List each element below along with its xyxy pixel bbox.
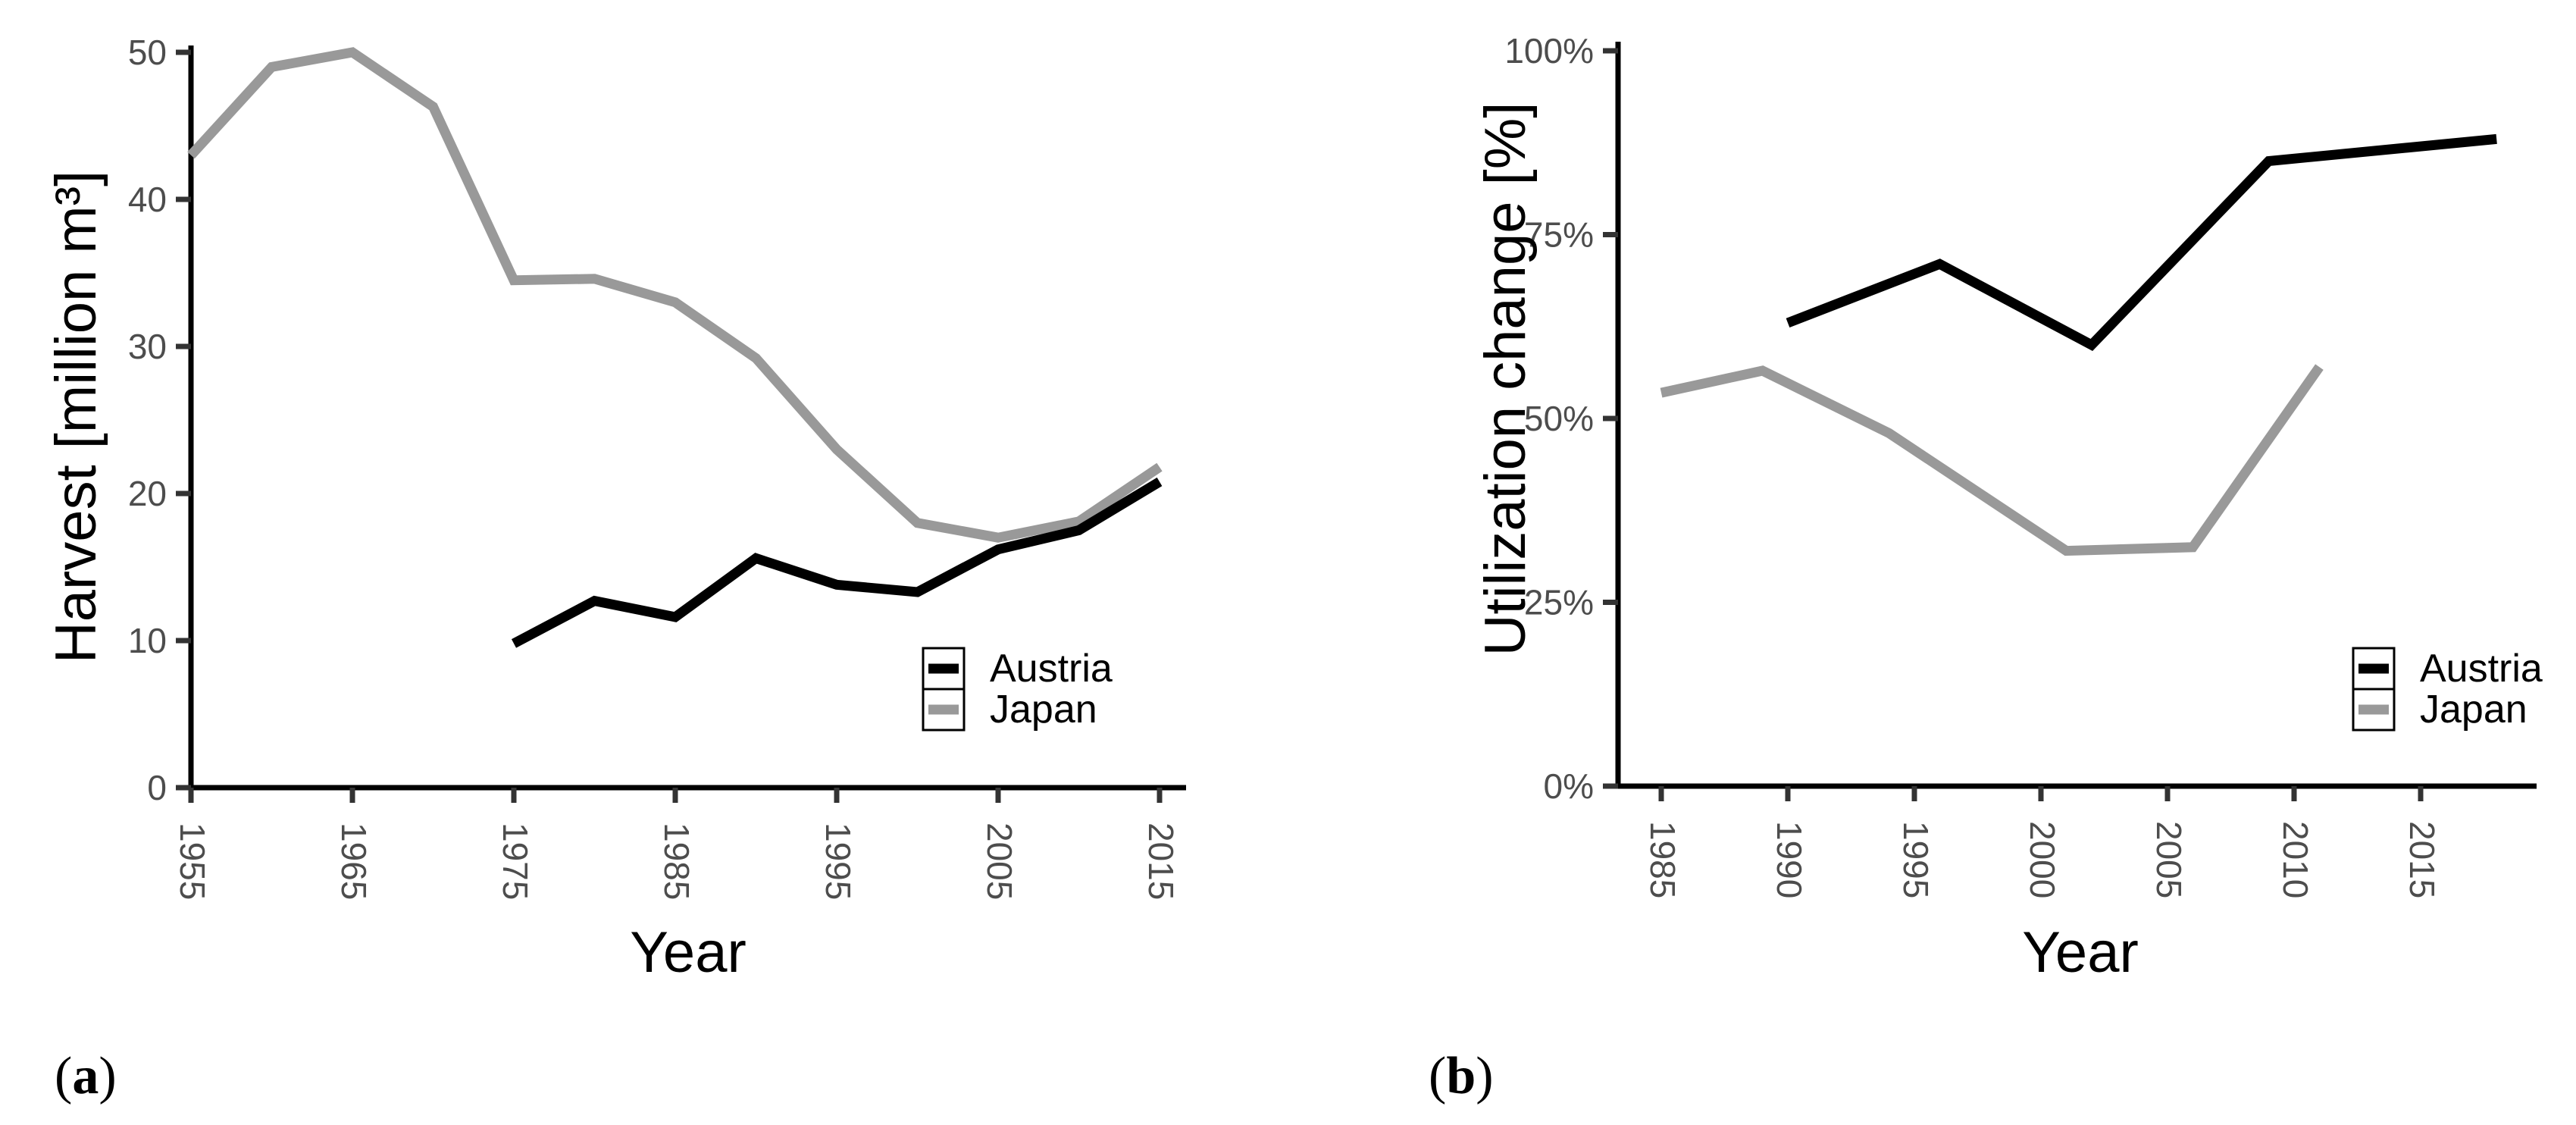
x-tick-label: 2005 <box>980 823 1019 900</box>
panel-a: 0 10 20 30 40 50 1955 1965 1975 1985 1995 2005 2015 Y… <box>44 33 1186 985</box>
y-tick-label: 0% <box>1544 766 1594 806</box>
legend-label-japan: Japan <box>990 688 1097 732</box>
y-tick-label: 100% <box>1504 31 1594 71</box>
caption-a-letter: a <box>72 1047 99 1105</box>
x-tick-label: 1995 <box>1896 821 1936 898</box>
series-line-japan-a <box>187 47 1163 543</box>
y-tick-label: 10 <box>128 621 167 660</box>
caption-a-close: ) <box>99 1047 117 1105</box>
caption-b-open: ( <box>1429 1047 1447 1105</box>
series-line-austria-a <box>511 477 1163 648</box>
y-tick-label: 75% <box>1524 215 1594 255</box>
y-tick-label: 50 <box>128 33 167 72</box>
caption-a: (a) <box>55 1050 117 1103</box>
caption-b-close: ) <box>1476 1047 1494 1105</box>
y-tick-label: 20 <box>128 474 167 513</box>
x-tick-label: 2010 <box>2276 821 2315 898</box>
y-axis-title: Harvest [million m³] <box>44 171 108 663</box>
x-tick-label: 1955 <box>173 823 212 900</box>
caption-b-letter: b <box>1446 1047 1476 1105</box>
series-line-austria-b <box>1786 133 2497 352</box>
legend-label-austria: Austria <box>2420 647 2543 691</box>
x-tick-label: 1995 <box>818 823 858 900</box>
y-tick-label: 40 <box>128 180 167 219</box>
x-tick-label: 2015 <box>1141 823 1181 900</box>
x-tick-label: 2005 <box>2149 821 2189 898</box>
caption-a-open: ( <box>55 1047 73 1105</box>
x-axis-title: Year <box>2022 920 2139 985</box>
x-tick-label: 2000 <box>2023 821 2062 898</box>
y-tick-label: 50% <box>1524 399 1594 438</box>
x-tick-label: 1990 <box>1770 821 1809 898</box>
y-tick-label: 0 <box>147 768 167 807</box>
series-line-japan-b <box>1660 364 2324 556</box>
x-tick-label: 1965 <box>334 823 374 900</box>
panel-b: 0% 25% 50% 75% 100% 1985 1990 1995 2000 2005 2010 2… <box>1473 31 2543 985</box>
x-axis-title: Year <box>630 920 747 985</box>
y-tick-label: 25% <box>1524 583 1594 622</box>
x-tick-label: 1985 <box>657 823 696 900</box>
x-tick-label: 2015 <box>2402 821 2442 898</box>
legend-label-austria: Austria <box>990 647 1113 691</box>
y-tick-label: 30 <box>128 327 167 366</box>
x-tick-label: 1985 <box>1643 821 1682 898</box>
y-axis-title: Utilization change [%] <box>1473 102 1538 657</box>
legend-label-japan: Japan <box>2420 688 2527 732</box>
caption-b: (b) <box>1429 1050 1494 1103</box>
x-tick-label: 1975 <box>496 823 535 900</box>
